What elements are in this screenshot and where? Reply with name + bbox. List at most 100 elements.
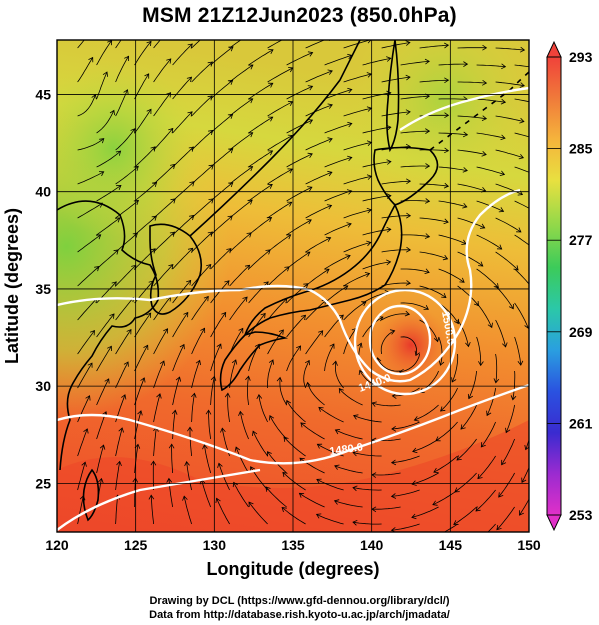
streamline-arrowhead <box>443 218 449 225</box>
colorbar-tick-label: 285 <box>569 141 593 157</box>
streamline <box>435 421 458 442</box>
streamline-arrowhead <box>425 163 431 169</box>
streamline <box>210 343 222 372</box>
streamline-arrowhead <box>519 510 524 516</box>
streamline <box>210 376 215 406</box>
streamline-arrowhead <box>249 32 254 36</box>
streamline <box>115 495 118 525</box>
streamline-arrowhead <box>357 342 363 348</box>
streamline-arrowhead <box>126 328 132 335</box>
streamline <box>115 461 121 491</box>
streamline <box>324 285 349 304</box>
streamline-arrowhead <box>234 446 241 452</box>
streamline <box>191 198 214 219</box>
streamline-arrowhead <box>170 198 176 204</box>
streamline <box>318 406 344 423</box>
streamline-arrowhead <box>209 29 214 34</box>
streamline <box>525 438 529 450</box>
streamline <box>248 249 271 270</box>
streamline <box>77 202 103 219</box>
streamline-arrowhead <box>498 492 504 498</box>
streamline-arrowhead <box>286 201 293 207</box>
streamline-arrowhead <box>151 181 158 188</box>
streamline-arrowhead <box>115 217 121 223</box>
streamline-arrowhead <box>307 119 314 125</box>
streamline-arrowhead <box>151 215 157 221</box>
streamline <box>380 330 395 355</box>
streamline-arrowhead <box>498 207 505 213</box>
streamline-arrowhead <box>269 415 275 421</box>
streamline <box>191 393 195 423</box>
streamline <box>521 466 529 483</box>
streamline <box>334 465 363 474</box>
x-tick-label: 140 <box>360 537 384 553</box>
streamline <box>303 360 310 389</box>
streamline-arrowhead <box>228 148 234 154</box>
streamline <box>115 165 139 185</box>
streamline-arrowhead <box>500 98 507 105</box>
streamline <box>468 370 477 399</box>
streamline-arrowhead <box>94 265 100 272</box>
streamline-arrowhead <box>298 492 305 498</box>
streamline-arrowhead <box>144 73 150 79</box>
streamline-arrowhead <box>315 513 322 519</box>
streamline <box>399 353 420 373</box>
streamline-arrowhead <box>414 350 421 357</box>
streamline-arrowhead <box>88 56 94 63</box>
streamline <box>453 506 477 525</box>
streamline-arrowhead <box>444 147 450 154</box>
colorbar-tick-label: 253 <box>569 507 593 523</box>
streamline <box>371 506 401 510</box>
streamline <box>229 40 242 49</box>
streamline-arrowhead <box>187 426 193 432</box>
streamline <box>477 455 496 479</box>
streamline <box>299 492 325 508</box>
streamline <box>496 506 515 530</box>
streamline-arrowhead <box>538 137 543 142</box>
colorbar-top-arrow <box>546 40 562 58</box>
streamline-arrowhead <box>186 76 193 82</box>
streamline <box>229 64 254 83</box>
streamline-arrowhead <box>412 447 418 454</box>
streamline-arrowhead <box>480 442 486 448</box>
streamline-arrowhead <box>496 525 502 531</box>
streamline-arrowhead <box>267 183 273 189</box>
streamline-arrowhead <box>268 49 274 54</box>
streamline <box>419 183 449 187</box>
streamline <box>229 98 253 117</box>
streamline-arrowhead <box>203 295 209 302</box>
streamline-arrowhead <box>246 232 252 238</box>
streamline-arrowhead <box>538 101 542 106</box>
streamline <box>279 377 287 406</box>
streamline-arrowhead <box>166 58 172 64</box>
streamline-arrowhead <box>168 127 174 134</box>
streamline <box>286 186 313 202</box>
streamline-arrowhead <box>441 292 447 298</box>
streamline <box>514 234 529 246</box>
streamline-arrowhead <box>189 181 195 187</box>
streamline-arrowhead <box>208 129 214 136</box>
streamline-arrowhead <box>285 399 292 406</box>
streamline-arrowhead <box>221 311 227 318</box>
streamline-arrowhead <box>444 112 450 119</box>
streamline <box>514 336 522 366</box>
streamline-arrowhead <box>118 427 124 433</box>
streamline-arrowhead <box>156 393 162 399</box>
streamline <box>305 171 333 185</box>
streamline <box>172 76 192 100</box>
streamline <box>305 330 324 355</box>
streamline <box>495 47 525 51</box>
streamline-arrowhead <box>130 128 136 134</box>
streamline <box>495 183 523 195</box>
streamline <box>286 52 313 66</box>
streamline <box>362 195 391 202</box>
streamline <box>265 486 287 508</box>
streamline-arrowhead <box>332 360 338 366</box>
streamline-arrowhead <box>171 409 178 415</box>
streamline <box>433 455 458 473</box>
streamline-arrowhead <box>305 251 311 257</box>
streamline <box>282 472 306 491</box>
streamline <box>438 234 467 245</box>
streamline <box>305 205 332 219</box>
streamline-arrowhead <box>182 495 188 501</box>
